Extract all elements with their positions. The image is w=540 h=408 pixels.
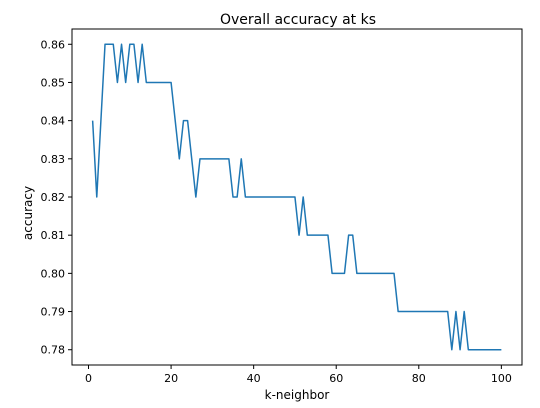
- x-tick-label: 20: [164, 372, 178, 385]
- y-tick-label: 0.78: [41, 344, 66, 357]
- y-tick-label: 0.79: [41, 306, 66, 319]
- plot-area: 0 20 40 60 80 100 0.78 0.79 0.80 0.81 0.82 0.83 0.8…: [41, 28, 523, 385]
- y-axis-title: accuracy: [21, 186, 35, 240]
- x-tick-label: 60: [329, 372, 343, 385]
- y-tick-label: 0.82: [41, 191, 66, 204]
- y-tick-label: 0.83: [41, 153, 66, 166]
- y-tick-label: 0.85: [41, 76, 66, 89]
- x-tick-label: 0: [85, 372, 92, 385]
- x-axis: 0 20 40 60 80 100: [85, 365, 512, 385]
- y-tick-label: 0.80: [41, 267, 66, 280]
- y-axis: 0.78 0.79 0.80 0.81 0.82 0.83 0.84 0.85 0.86: [41, 38, 72, 357]
- y-tick-label: 0.86: [41, 38, 66, 51]
- accuracy-series-line: [91, 43, 502, 351]
- x-axis-title: k-neighbor: [265, 388, 330, 402]
- x-tick-label: 80: [412, 372, 426, 385]
- plot-frame: [71, 28, 523, 366]
- chart-title: Overall accuracy at ks: [220, 12, 376, 28]
- x-tick-label: 100: [491, 372, 512, 385]
- y-tick-label: 0.81: [41, 229, 66, 242]
- y-tick-label: 0.84: [41, 115, 66, 128]
- x-tick-label: 40: [247, 372, 261, 385]
